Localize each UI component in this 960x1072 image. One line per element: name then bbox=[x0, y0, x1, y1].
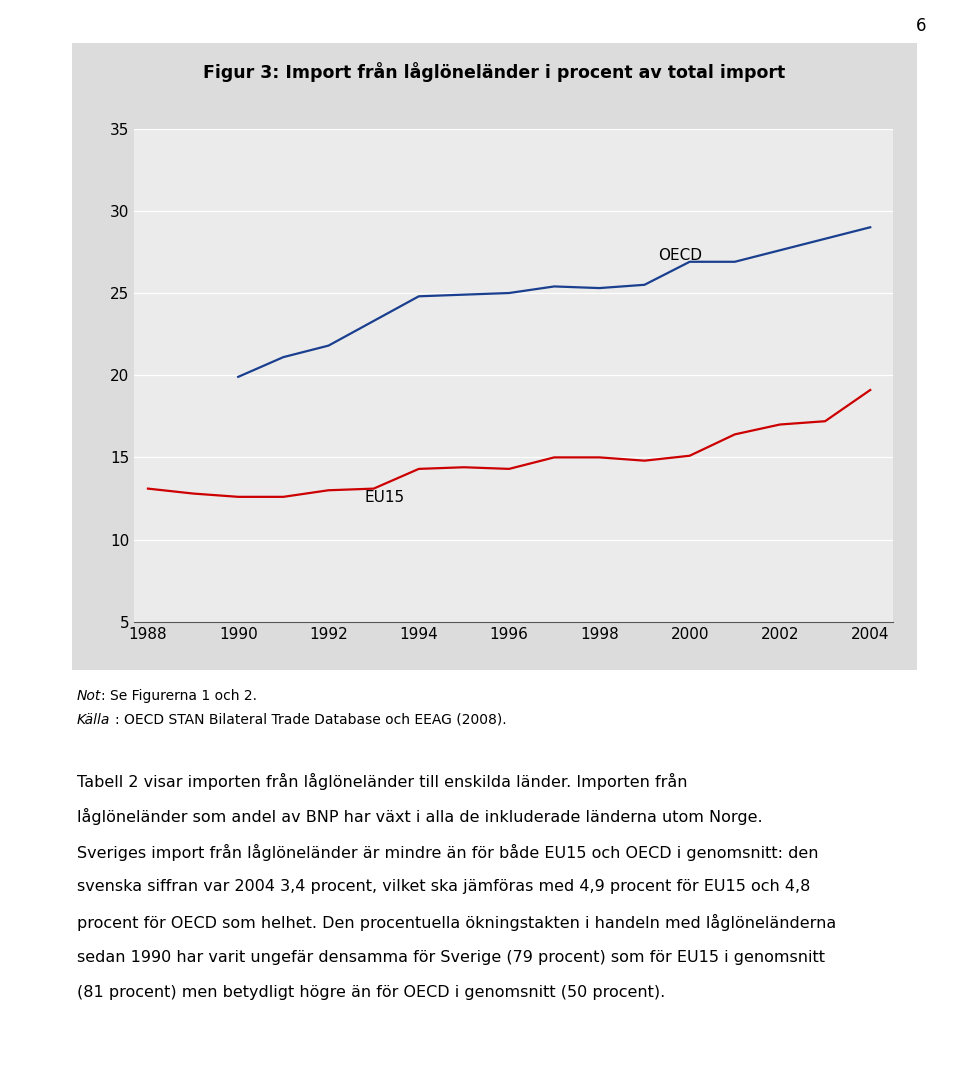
Text: Tabell 2 visar importen från låglöneländer till enskilda länder. Importen från: Tabell 2 visar importen från låglöneländ… bbox=[77, 773, 687, 790]
Text: OECD: OECD bbox=[658, 248, 702, 263]
Text: 6: 6 bbox=[916, 17, 926, 35]
Text: EU15: EU15 bbox=[365, 490, 405, 505]
Text: : Se Figurerna 1 och 2.: : Se Figurerna 1 och 2. bbox=[101, 689, 257, 703]
Text: låglöneländer som andel av BNP har växt i alla de inkluderade länderna utom Norg: låglöneländer som andel av BNP har växt … bbox=[77, 808, 762, 825]
Text: Not: Not bbox=[77, 689, 101, 703]
Text: : OECD STAN Bilateral Trade Database och EEAG (2008).: : OECD STAN Bilateral Trade Database och… bbox=[115, 713, 507, 727]
Text: svenska siffran var 2004 3,4 procent, vilket ska jämföras med 4,9 procent för EU: svenska siffran var 2004 3,4 procent, vi… bbox=[77, 879, 810, 894]
Text: (81 procent) men betydligt högre än för OECD i genomsnitt (50 procent).: (81 procent) men betydligt högre än för … bbox=[77, 985, 665, 1000]
Text: Figur 3: Import från låglöneländer i procent av total import: Figur 3: Import från låglöneländer i pro… bbox=[204, 62, 785, 83]
Text: Sveriges import från låglöneländer är mindre än för både EU15 och OECD i genomsn: Sveriges import från låglöneländer är mi… bbox=[77, 844, 818, 861]
Text: procent för OECD som helhet. Den procentuella ökningstakten i handeln med låglön: procent för OECD som helhet. Den procent… bbox=[77, 914, 836, 932]
Text: sedan 1990 har varit ungefär densamma för Sverige (79 procent) som för EU15 i ge: sedan 1990 har varit ungefär densamma fö… bbox=[77, 950, 825, 965]
Text: Källa: Källa bbox=[77, 713, 110, 727]
